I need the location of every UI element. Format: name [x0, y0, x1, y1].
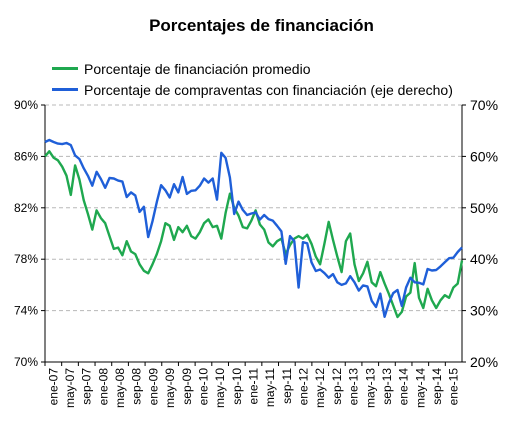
left-tick-label: 90%: [14, 98, 38, 112]
x-tick-label: may-10: [213, 368, 227, 408]
x-tick-label: sep-10: [230, 368, 244, 405]
x-tick-label: may-14: [413, 368, 427, 408]
x-tick-label: ene-08: [96, 368, 110, 406]
legend: Porcentaje de financiación promedio Porc…: [52, 58, 453, 100]
legend-item-compraventas: Porcentaje de compraventas con financiac…: [52, 79, 453, 100]
legend-item-financiacion-promedio: Porcentaje de financiación promedio: [52, 58, 453, 79]
x-tick-label: sep-09: [180, 368, 194, 405]
x-tick-label: sep-13: [380, 368, 394, 405]
legend-swatch-blue: [52, 88, 78, 91]
x-tick-label: ene-13: [347, 368, 361, 406]
x-tick-label: ene-09: [146, 368, 160, 406]
chart-title: Porcentajes de financiación: [149, 16, 374, 35]
right-tick-label: 60%: [470, 148, 498, 164]
legend-label-compraventas: Porcentaje de compraventas con financiac…: [84, 81, 453, 98]
x-tick-label: may-08: [113, 368, 127, 408]
left-tick-label: 74%: [14, 304, 38, 318]
x-tick-label: ene-10: [196, 368, 210, 406]
series-line-financiacion-promedio: [44, 150, 464, 319]
left-tick-label: 82%: [14, 201, 38, 215]
right-tick-label: 50%: [470, 200, 498, 216]
x-tick-label: may-12: [313, 368, 327, 408]
x-tick-label: sep-07: [80, 368, 94, 405]
x-tick-label: sep-08: [130, 368, 144, 405]
x-tick-label: ene-07: [46, 368, 60, 406]
right-tick-label: 40%: [470, 251, 498, 267]
left-tick-label: 86%: [14, 149, 38, 163]
series-line-compraventas: [44, 138, 463, 318]
x-tick-label: sep-12: [330, 368, 344, 405]
left-tick-label: 70%: [14, 355, 38, 369]
x-tick-label: ene-11: [247, 368, 261, 405]
x-tick-label: ene-14: [397, 368, 411, 406]
x-tick-label: may-09: [163, 368, 177, 408]
left-tick-label: 78%: [14, 252, 38, 266]
legend-label-financiacion-promedio: Porcentaje de financiación promedio: [84, 60, 311, 77]
x-tick-label: sep-11: [280, 368, 294, 404]
x-tick-label: ene-12: [297, 368, 311, 406]
right-tick-label: 20%: [470, 354, 498, 370]
right-tick-label: 30%: [470, 303, 498, 319]
x-tick-label: ene-15: [447, 368, 461, 406]
x-tick-label: may-11: [263, 368, 277, 407]
legend-swatch-green: [52, 67, 78, 70]
x-tick-label: may-07: [63, 368, 77, 408]
x-tick-label: sep-14: [430, 368, 444, 405]
right-tick-label: 70%: [470, 97, 498, 113]
x-tick-label: may-13: [363, 368, 377, 408]
